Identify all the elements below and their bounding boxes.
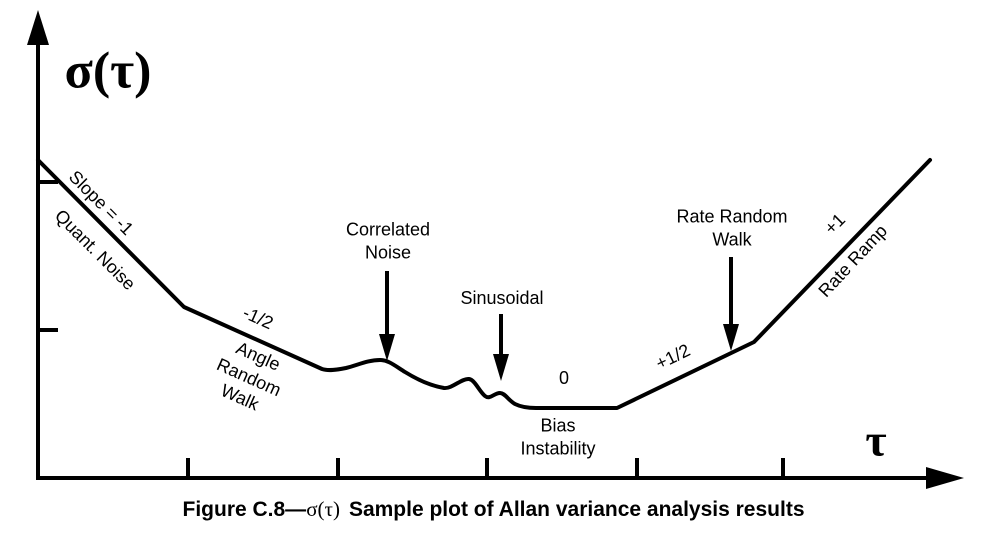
x-axis-label: τ bbox=[865, 414, 887, 466]
y-axis-label: σ(τ) bbox=[64, 42, 152, 100]
sinusoidal-arrowhead-icon bbox=[493, 354, 509, 381]
correlated-noise-line2: Noise bbox=[364, 242, 412, 262]
rate-random-walk-line2: Walk bbox=[712, 229, 752, 249]
bias-instability-slope-label: 0 bbox=[558, 367, 570, 388]
allan-variance-curve bbox=[36, 158, 932, 410]
correlated-noise-arrowhead-icon bbox=[379, 334, 395, 361]
figure-caption: Figure C.8—σ(τ) Sample plot of Allan vari… bbox=[0, 497, 987, 522]
x-axis-arrowhead-icon bbox=[926, 467, 964, 489]
rate-random-walk-label: Rate Random Walk bbox=[676, 206, 787, 251]
rate-random-walk-arrowhead-icon bbox=[723, 324, 739, 351]
caption-text: Sample plot of Allan variance analysis r… bbox=[348, 498, 805, 521]
bias-instability-line2: Instability bbox=[520, 438, 596, 458]
y-axis-arrowhead-icon bbox=[27, 10, 49, 45]
sinusoidal-label: Sinusoidal bbox=[460, 287, 544, 308]
caption-sigma-tau-symbol: σ(τ) bbox=[306, 497, 340, 521]
bias-instability-label: Bias Instability bbox=[520, 415, 595, 460]
correlated-noise-line1: Correlated bbox=[345, 219, 431, 240]
caption-prefix: Figure C.8— bbox=[182, 498, 307, 521]
bias-instability-line1: Bias bbox=[540, 415, 576, 436]
correlated-noise-label: Correlated Noise bbox=[346, 219, 430, 264]
rate-random-walk-line1: Rate Random bbox=[676, 206, 788, 227]
